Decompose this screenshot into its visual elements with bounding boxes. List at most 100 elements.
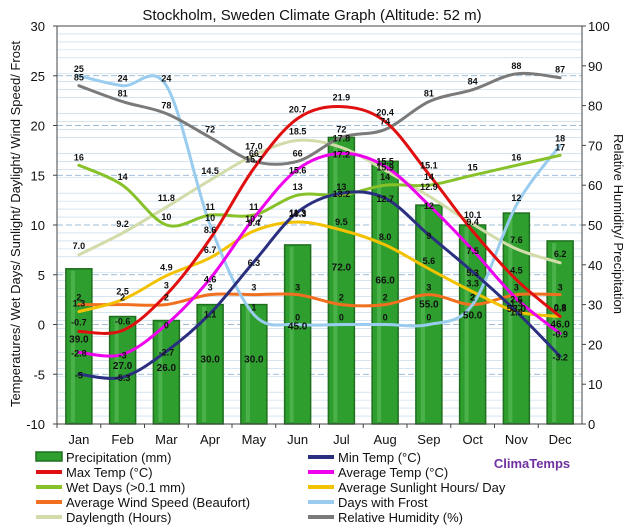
line-rh [77, 71, 562, 166]
data-label-min: 11.3 [289, 208, 306, 218]
y-right-tick-label: 90 [588, 59, 602, 74]
precip-bar-highlight [333, 139, 338, 422]
data-label-precip: 39.0 [69, 335, 89, 346]
data-label-precip: 50.0 [463, 311, 483, 322]
line-wet [77, 153, 562, 228]
data-label-day: 9.2 [116, 219, 129, 229]
data-label-wet: 16 [74, 152, 84, 162]
data-label-sun: 2.5 [116, 287, 129, 297]
data-label-sun: 10.3 [289, 209, 307, 219]
data-label-wet: 14 [380, 172, 390, 182]
data-label-max: 20.4 [376, 108, 394, 118]
legend-label-frost: Days with Frost [338, 495, 428, 510]
data-label-sun: 4.9 [160, 263, 173, 273]
data-label-rh: 84 [468, 77, 478, 87]
x-tick-label: Sep [417, 432, 440, 447]
data-label-wet: 11 [249, 202, 259, 212]
x-tick-label: Jun [287, 432, 308, 447]
data-label-avg: 2.6 [510, 295, 523, 305]
precip-bar-highlight [245, 306, 250, 422]
data-label-max: 4.5 [510, 266, 523, 276]
x-tick-label: May [242, 432, 267, 447]
data-label-precip: 55.0 [419, 300, 439, 311]
data-label-day: 15.5 [376, 156, 394, 166]
data-label-precip: 30.0 [244, 354, 264, 365]
data-label-wet: 13 [293, 182, 303, 192]
x-tick-label: Feb [111, 432, 133, 447]
precip-bar [283, 244, 312, 425]
precip-bar-highlight [70, 270, 75, 422]
data-label-precip: 53.0 [507, 304, 527, 315]
y-left-tick-label: 15 [31, 168, 45, 183]
data-label-day: 17.8 [333, 133, 351, 143]
data-label-min: 5.3 [466, 268, 479, 278]
data-label-day: 6.2 [554, 249, 567, 259]
chart-title: Stockholm, Sweden Climate Graph (Altitud… [142, 7, 481, 24]
data-label-min: 1.3 [510, 308, 523, 318]
data-label-wet: 17 [555, 142, 565, 152]
data-label-day: 7.0 [73, 241, 86, 251]
x-tick-label: Jan [68, 432, 89, 447]
data-label-sun: 5.6 [423, 256, 436, 266]
line-max [77, 105, 562, 335]
data-label-frost: 18 [555, 133, 565, 143]
data-label-avg: 12 [424, 201, 434, 211]
data-label-avg: -3 [119, 350, 127, 360]
data-label-sun: 1.3 [73, 299, 86, 309]
precip-bar [327, 136, 356, 425]
data-label-frost: 12 [511, 193, 521, 203]
data-label-avg: 7.5 [466, 246, 479, 256]
data-label-max: 20.7 [289, 105, 307, 115]
line-min [77, 190, 562, 380]
y-left-tick-label: -5 [33, 367, 45, 382]
data-label-wet: 14 [424, 172, 434, 182]
data-label-day: 18.5 [289, 126, 307, 136]
legend-label-wind: Average Wind Speed (Beaufort) [66, 495, 250, 510]
x-tick-label: Mar [155, 432, 178, 447]
data-label-sun: 0.8 [554, 304, 567, 314]
data-label-min: 13.2 [333, 189, 351, 199]
y-right-tick-label: 10 [588, 377, 602, 392]
data-label-frost: 0 [295, 313, 300, 323]
legend-label-min: Min Temp (°C) [338, 450, 421, 465]
data-label-min: -3.2 [552, 352, 568, 362]
legend-label-precip: Precipitation (mm) [66, 450, 171, 465]
data-label-sun: 6.7 [204, 245, 217, 255]
y-left-tick-label: -10 [26, 417, 45, 432]
data-label-frost: 24 [118, 74, 128, 84]
data-label-max: -0.7 [71, 317, 87, 327]
data-label-min: 12.7 [376, 194, 394, 204]
data-label-rh: 66 [249, 148, 259, 158]
data-label-day: 7.6 [510, 235, 523, 245]
data-label-frost: 24 [161, 74, 171, 84]
data-label-rh: 81 [424, 89, 434, 99]
data-label-wind: 2 [120, 293, 125, 303]
data-label-precip: 45.0 [288, 321, 308, 332]
data-label-avg: -0.9 [552, 329, 568, 339]
data-label-max: 9.4 [466, 217, 479, 227]
data-label-frost: 1 [251, 303, 256, 313]
data-label-rh: 72 [205, 124, 215, 134]
data-label-wind: 2 [383, 293, 388, 303]
data-label-frost: 2 [470, 293, 475, 303]
axes: -10-50510152025300102030405060708090100J… [26, 19, 610, 447]
precip-bar-highlight [158, 322, 163, 422]
precipitation-bars [65, 136, 574, 425]
data-label-wind: 3 [295, 283, 300, 293]
x-tick-label: Dec [549, 432, 573, 447]
data-label-day: 11.8 [158, 193, 175, 203]
data-label-precip: 46.0 [550, 319, 570, 330]
data-label-wind: 2 [470, 293, 475, 303]
line-frost [77, 74, 562, 328]
y-right-tick-label: 100 [588, 19, 610, 34]
data-label-wind: 3 [251, 283, 256, 293]
data-label-min: 1.1 [204, 310, 217, 320]
climatemps-brand: ClimaTemps [494, 456, 570, 471]
data-label-wet: 15 [468, 162, 478, 172]
data-label-avg: 4.6 [204, 275, 217, 285]
precip-bar-highlight [420, 207, 425, 422]
data-label-min: 6.3 [248, 258, 261, 268]
y-right-tick-label: 80 [588, 99, 602, 114]
data-label-avg: 0 [164, 321, 169, 331]
data-label-frost: 0 [339, 313, 344, 323]
